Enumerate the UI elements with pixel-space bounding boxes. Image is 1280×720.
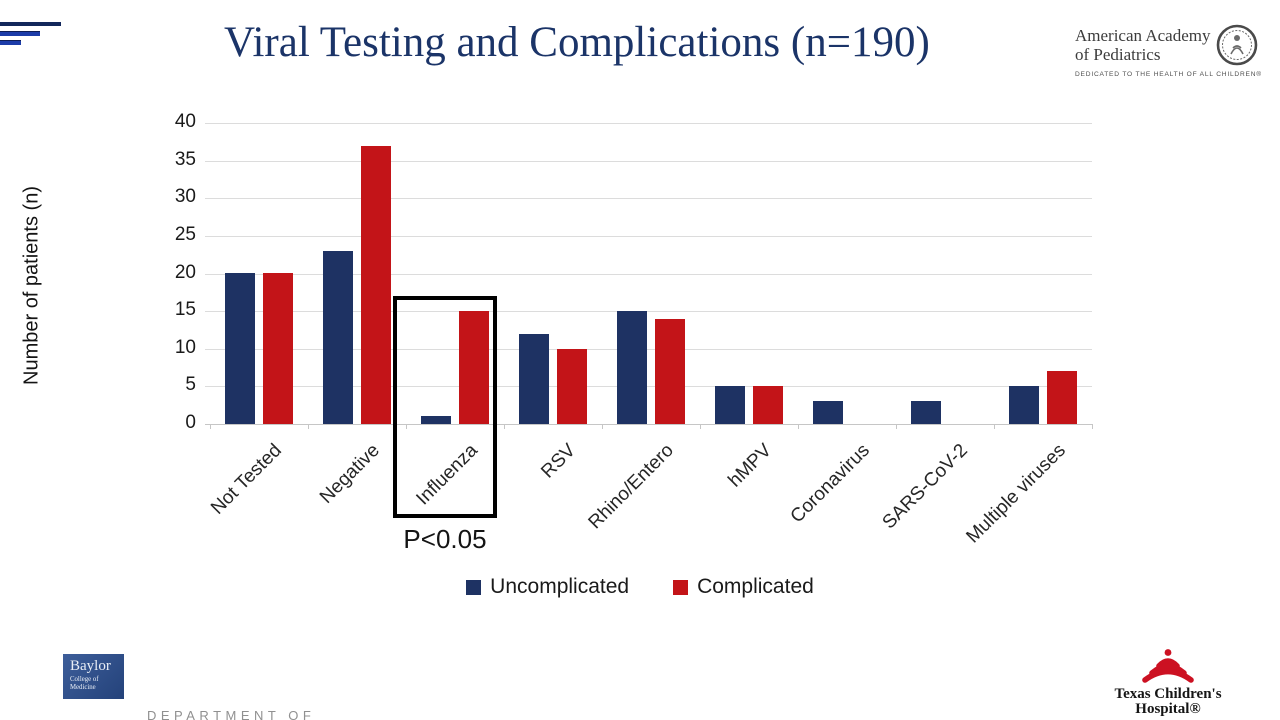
- y-axis-tick-label: 15: [174, 299, 196, 320]
- x-axis-tick: [406, 424, 407, 429]
- y-axis-tick-label: 10: [174, 337, 196, 358]
- x-axis-tick: [994, 424, 995, 429]
- x-axis-tick: [308, 424, 309, 429]
- x-axis-tick: [210, 424, 211, 429]
- gridline: [205, 311, 1092, 312]
- gridline: [205, 236, 1092, 237]
- y-axis-tick-label: 5: [185, 374, 196, 395]
- bar-uncomplicated-not-tested: [225, 273, 255, 424]
- x-axis-tick: [700, 424, 701, 429]
- baylor-name: Baylor: [70, 658, 111, 674]
- legend-swatch-complicated: [673, 579, 689, 595]
- legend-label: Complicated: [697, 575, 814, 598]
- chart-legend: Uncomplicated Complicated: [0, 575, 1280, 599]
- bar-uncomplicated-sars-cov-2: [911, 401, 941, 424]
- legend-item-complicated: Complicated: [673, 575, 814, 599]
- bar-uncomplicated-coronavirus: [813, 401, 843, 424]
- accent-line: [0, 22, 61, 26]
- p-value-annotation: P<0.05: [403, 524, 487, 554]
- x-axis-tick: [504, 424, 505, 429]
- legend-label: Uncomplicated: [490, 575, 630, 598]
- y-axis-tick-label: 0: [185, 412, 196, 433]
- bar-complicated-rhino-entero: [655, 319, 685, 424]
- bar-uncomplicated-rsv: [519, 334, 549, 424]
- aap-seal-icon: [1217, 24, 1258, 66]
- department-of-pediatrics-label: DEPARTMENT OF PEDIATRICS: [147, 662, 315, 720]
- gridline: [205, 386, 1092, 387]
- texas-childrens-hospital-logo: Texas Children's Hospital®: [1098, 648, 1238, 718]
- slide-title: Viral Testing and Complications (n=190): [224, 19, 930, 66]
- accent-line: [0, 31, 40, 36]
- bar-complicated-influenza: [459, 311, 489, 424]
- tch-name-line2: Hospital®: [1135, 701, 1201, 718]
- bar-uncomplicated-multiple-viruses: [1009, 386, 1039, 424]
- baylor-logo: Baylor College of Medicine: [63, 654, 124, 699]
- aap-logo: American Academy of Pediatrics DEDICATED…: [1075, 24, 1262, 78]
- bar-uncomplicated-influenza: [421, 416, 451, 424]
- legend-item-uncomplicated: Uncomplicated: [466, 575, 629, 599]
- tch-tree-icon: [1142, 649, 1194, 683]
- y-axis-tick-label: 40: [174, 111, 196, 132]
- gridline: [205, 161, 1092, 162]
- baylor-sub-line2: Medicine: [70, 683, 96, 691]
- significance-highlight-box: [393, 296, 497, 518]
- accent-line: [0, 40, 21, 45]
- gridline: [205, 198, 1092, 199]
- y-axis-title: Number of patients (n): [20, 186, 43, 385]
- aap-name-line2: of Pediatrics: [1075, 45, 1161, 64]
- gridline: [205, 349, 1092, 350]
- gridline: [205, 424, 1092, 425]
- dept-line1: DEPARTMENT OF: [147, 707, 316, 720]
- aap-tagline: DEDICATED TO THE HEALTH OF ALL CHILDREN®: [1075, 71, 1262, 78]
- bar-uncomplicated-hmpv: [715, 386, 745, 424]
- x-axis-tick: [896, 424, 897, 429]
- bar-complicated-negative: [361, 146, 391, 424]
- y-axis-tick-label: 30: [174, 186, 196, 207]
- y-axis-tick-label: 20: [174, 262, 196, 283]
- tch-name-line1: Texas Children's: [1114, 686, 1222, 702]
- bar-complicated-multiple-viruses: [1047, 371, 1077, 424]
- bar-uncomplicated-rhino-entero: [617, 311, 647, 424]
- bar-complicated-hmpv: [753, 386, 783, 424]
- x-axis-tick: [798, 424, 799, 429]
- bar-uncomplicated-negative: [323, 251, 353, 424]
- x-axis-tick: [1092, 424, 1093, 429]
- gridline: [205, 274, 1092, 275]
- bar-complicated-not-tested: [263, 273, 293, 424]
- gridline: [205, 123, 1092, 124]
- baylor-sub-line1: College of: [70, 676, 99, 683]
- x-axis-tick: [602, 424, 603, 429]
- legend-swatch-uncomplicated: [466, 579, 482, 595]
- bar-complicated-rsv: [557, 349, 587, 424]
- y-axis-tick-label: 25: [174, 224, 196, 245]
- aap-name-line1: American Academy: [1075, 25, 1211, 45]
- y-axis-tick-label: 35: [174, 149, 196, 170]
